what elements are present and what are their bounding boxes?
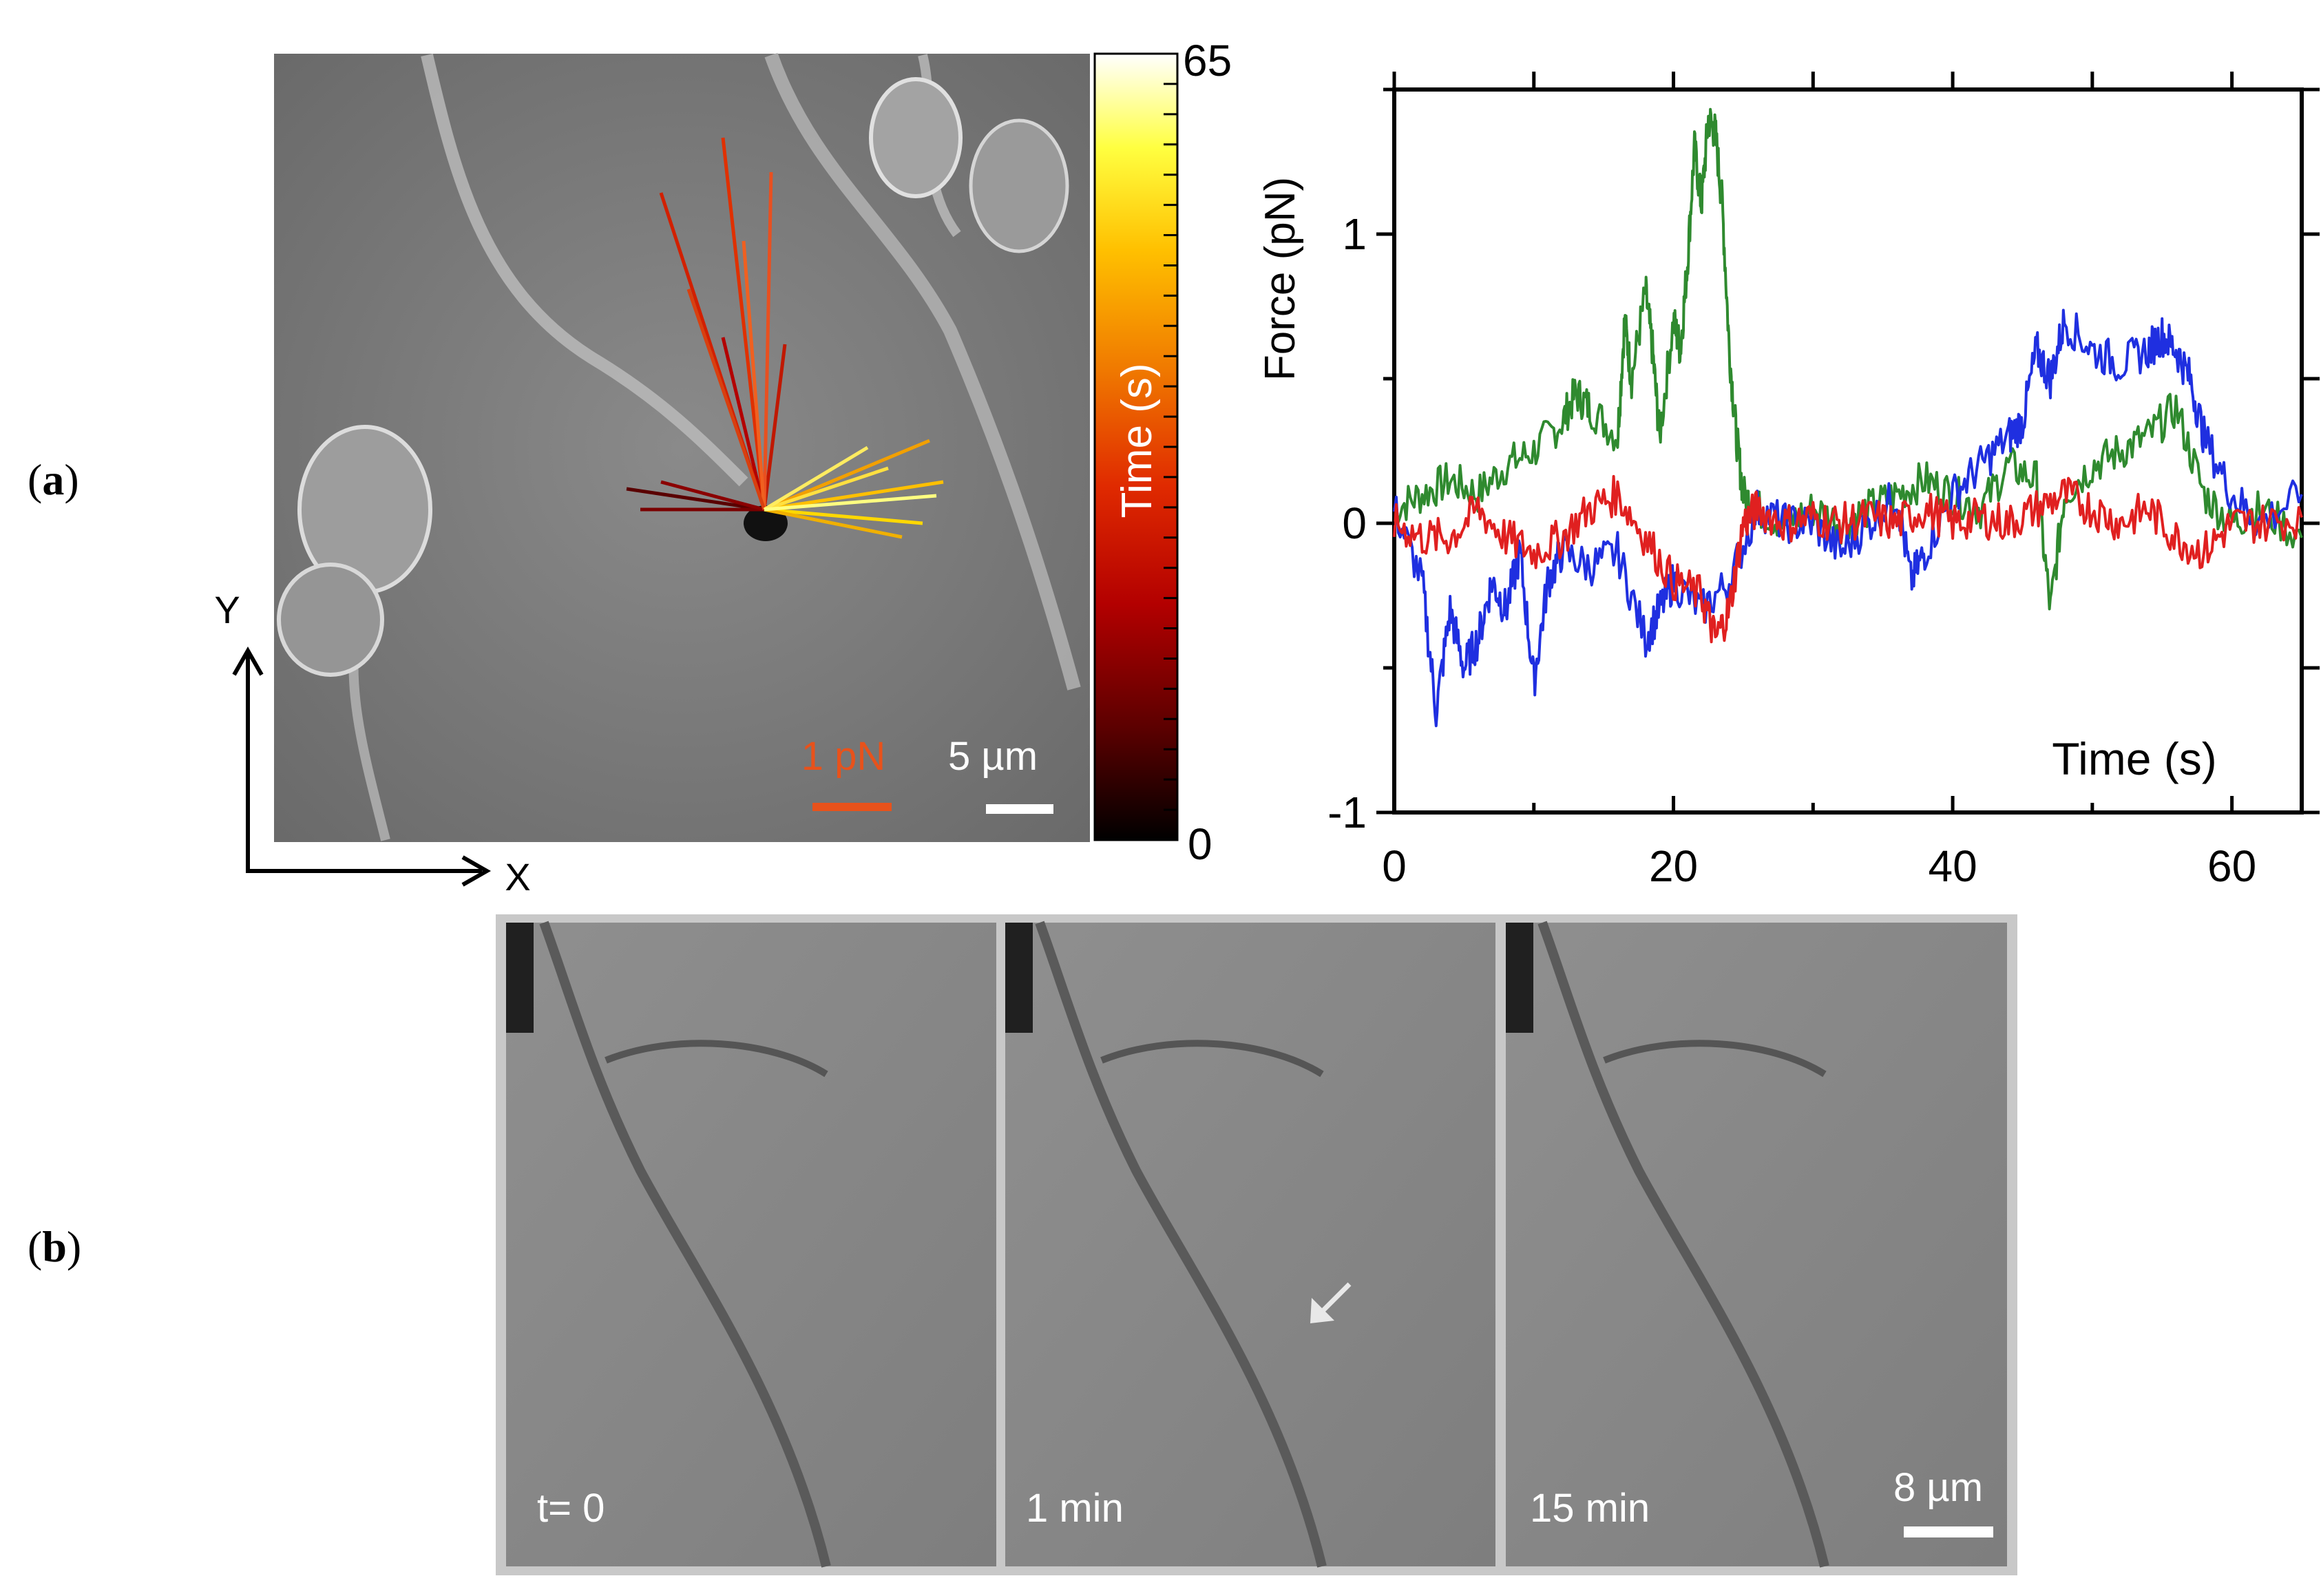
force-vector [764, 507, 903, 539]
time-colorbar: 65 0 Time (s) [1093, 36, 1232, 869]
force-vector [721, 137, 766, 510]
force-vector [762, 344, 787, 510]
force-chart: 0 20 40 60 -1 0 1 Force (pN) Time (s) [1257, 72, 2320, 891]
x-tick-label: 40 [1928, 841, 1977, 891]
retraction-arrowhead [1310, 1298, 1334, 1323]
neurite-structure [764, 52, 1081, 691]
panel-b-timelapse: t= 0 1 min 15 min 8 µm [496, 914, 2017, 1575]
series-line-0 [1393, 107, 2303, 611]
colorbar-min-label: 0 [1188, 819, 1212, 869]
frame-scale-label: 8 µm [1893, 1465, 1983, 1510]
series-line-2 [1393, 474, 2303, 644]
frame-time-label: 1 min [1026, 1486, 1124, 1531]
neurite-structure [421, 53, 748, 487]
force-scale-label: 1 pN [801, 734, 886, 779]
force-vector [742, 240, 766, 510]
force-vector [764, 480, 944, 512]
series-line-1 [1393, 308, 2303, 728]
force-vector [764, 494, 937, 512]
cell-body [969, 118, 1069, 253]
timelapse-frame-2: 1 min [1005, 921, 1495, 1568]
y-ticks: -1 0 1 [1327, 87, 2320, 837]
force-vector [721, 337, 766, 510]
x-axis-arrowhead [461, 855, 492, 887]
y-tick-label: -1 [1327, 788, 1367, 837]
x-axis-label: Time (s) [2052, 733, 2217, 784]
x-tick-label: 0 [1382, 841, 1407, 891]
frame-time-label: t= 0 [537, 1486, 605, 1531]
y-axis-arrowhead [232, 646, 264, 676]
force-vector [764, 507, 923, 525]
x-tick-label: 20 [1649, 841, 1698, 891]
x-tick-label: 60 [2207, 841, 2256, 891]
colorbar-ticks [1164, 52, 1177, 841]
cell-body [277, 563, 384, 677]
frame-time-label: 15 min [1530, 1486, 1650, 1531]
colorbar-title: Time (s) [1113, 364, 1161, 518]
panel-a-label: (a) [28, 455, 79, 504]
length-scale-label: 5 µm [948, 734, 1038, 779]
y-tick-label: 1 [1342, 209, 1367, 259]
force-vector [764, 439, 930, 512]
axis-x-label: X [505, 855, 530, 899]
plot-frame [1392, 87, 2304, 815]
plot-series [1393, 107, 2303, 728]
panel-a-micrograph: 1 pN 5 µm [274, 52, 1090, 842]
trapped-bead [744, 505, 788, 541]
force-vector [686, 288, 766, 510]
axis-y-label: Y [214, 588, 240, 631]
y-tick-label: 0 [1342, 498, 1367, 548]
x-ticks: 0 20 40 60 [1382, 72, 2256, 891]
y-axis-label: Force (pN) [1257, 177, 1304, 381]
xy-axes: Y X [214, 588, 530, 899]
force-vector [626, 487, 765, 512]
timelapse-frame-3: 15 min 8 µm [1506, 921, 2007, 1568]
force-vector [660, 480, 765, 512]
timelapse-frame-1: t= 0 [506, 921, 996, 1568]
force-vectors [626, 137, 944, 539]
panel-b-label: (b) [28, 1222, 81, 1271]
force-vector [763, 445, 869, 512]
force-vector [764, 466, 889, 512]
colorbar-max-label: 65 [1183, 36, 1232, 85]
cell-body [869, 77, 963, 198]
force-vector [762, 171, 773, 510]
